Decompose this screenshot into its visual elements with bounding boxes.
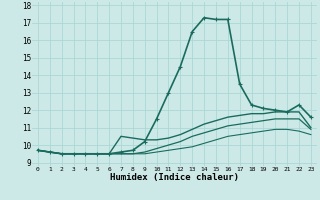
- X-axis label: Humidex (Indice chaleur): Humidex (Indice chaleur): [110, 173, 239, 182]
